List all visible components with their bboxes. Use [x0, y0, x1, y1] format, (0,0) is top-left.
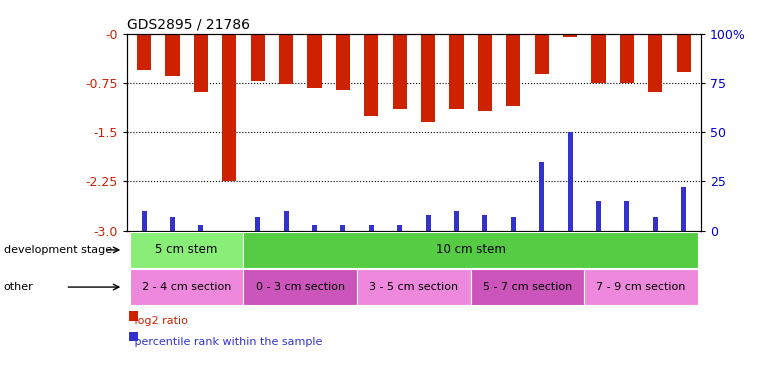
Bar [393, 34, 407, 109]
Bar [307, 34, 322, 88]
Bar [279, 34, 293, 84]
Bar [199, 225, 203, 231]
Text: development stage: development stage [4, 245, 112, 255]
Text: 0 - 3 cm section: 0 - 3 cm section [256, 282, 345, 292]
Bar [596, 201, 601, 231]
Bar [312, 225, 317, 231]
Text: log2 ratio: log2 ratio [131, 316, 188, 326]
Bar [340, 225, 346, 231]
Bar [421, 34, 435, 122]
Text: 5 - 7 cm section: 5 - 7 cm section [483, 282, 572, 292]
Bar [653, 217, 658, 231]
Bar [477, 34, 492, 111]
Bar [534, 34, 549, 74]
Bar [454, 211, 459, 231]
Bar [563, 34, 578, 37]
Bar [397, 225, 402, 231]
Bar [364, 34, 378, 116]
Bar [620, 34, 634, 83]
Bar [426, 215, 430, 231]
Bar [137, 34, 151, 70]
Bar [648, 34, 662, 92]
Bar [591, 34, 605, 83]
Text: GDS2895 / 21786: GDS2895 / 21786 [127, 17, 250, 31]
Bar [482, 215, 487, 231]
Text: 10 cm stem: 10 cm stem [436, 243, 506, 256]
Bar [223, 34, 236, 182]
Bar [194, 34, 208, 92]
Bar [255, 217, 260, 231]
Bar [681, 188, 686, 231]
Bar [166, 34, 179, 76]
Bar [283, 211, 289, 231]
Bar [142, 211, 146, 231]
Bar [677, 34, 691, 72]
Text: 3 - 5 cm section: 3 - 5 cm section [370, 282, 458, 292]
Bar [170, 217, 175, 231]
Bar [336, 34, 350, 90]
Bar [450, 34, 464, 109]
Text: 2 - 4 cm section: 2 - 4 cm section [142, 282, 231, 292]
Bar [250, 34, 265, 81]
Bar [506, 34, 521, 106]
Bar [567, 132, 573, 231]
Bar [624, 201, 629, 231]
Text: 5 cm stem: 5 cm stem [156, 243, 218, 256]
Bar [369, 225, 373, 231]
Bar [539, 162, 544, 231]
Text: 7 - 9 cm section: 7 - 9 cm section [597, 282, 686, 292]
Text: percentile rank within the sample: percentile rank within the sample [131, 337, 323, 347]
Text: other: other [4, 282, 34, 292]
Bar [511, 217, 516, 231]
